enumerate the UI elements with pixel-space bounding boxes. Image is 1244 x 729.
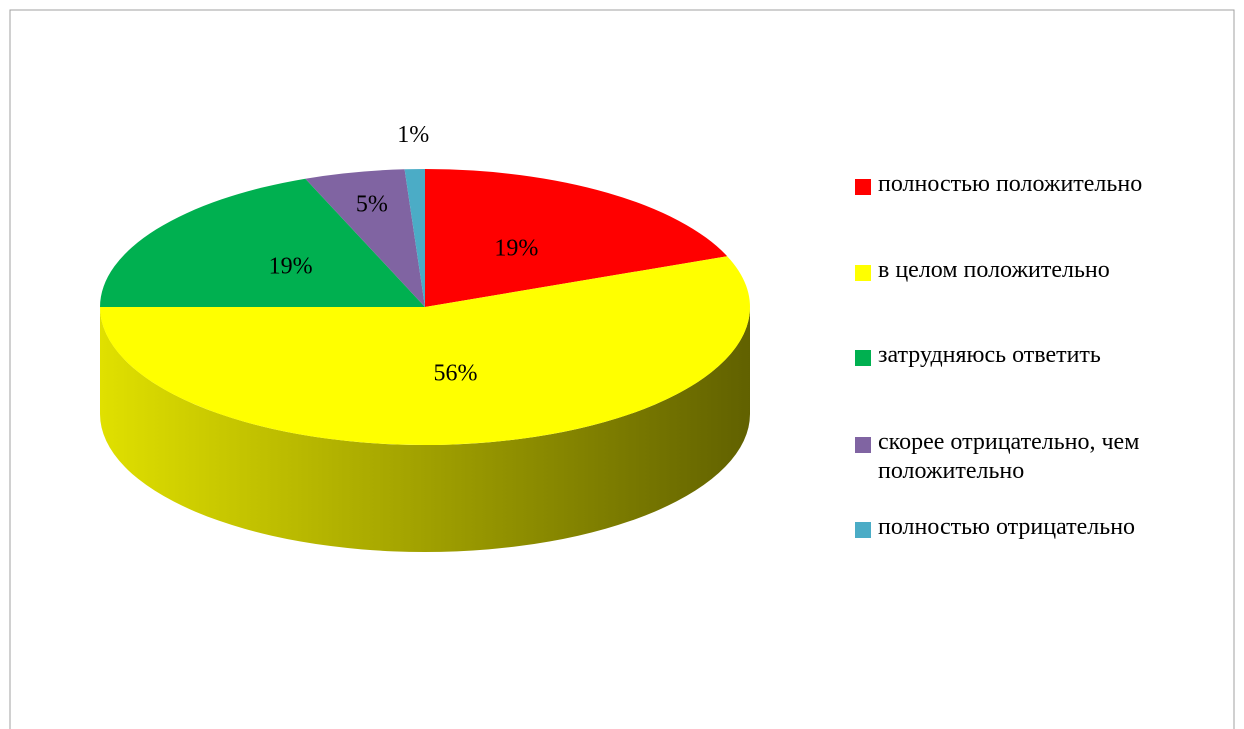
- legend-swatch: [855, 437, 871, 453]
- legend-swatch: [855, 265, 871, 281]
- chart-frame: [9, 9, 1235, 729]
- slice: [100, 256, 751, 445]
- data-label: 19%: [494, 235, 538, 261]
- legend-item: затрудняюсь ответить: [855, 341, 1228, 370]
- legend-item: полностью положительно: [855, 170, 1228, 199]
- legend-item: полностью отрицательно: [855, 513, 1228, 542]
- legend-item: в целом положительно: [855, 256, 1228, 285]
- legend-swatch: [855, 522, 871, 538]
- data-label: 19%: [269, 254, 313, 280]
- legend-swatch: [855, 350, 871, 366]
- data-label: 1%: [397, 122, 429, 148]
- legend-item: скорее отрицательно, чем положительно: [855, 428, 1228, 486]
- legend-label: скорее отрицательно, чем положительно: [878, 429, 1140, 484]
- data-label: 56%: [433, 360, 477, 386]
- slice: [100, 178, 425, 307]
- legend-label: полностью отрицательно: [878, 514, 1136, 540]
- data-label: 5%: [356, 191, 388, 217]
- legend-swatch: [855, 179, 871, 195]
- legend-label: затрудняюсь ответить: [878, 342, 1101, 368]
- slice-side: [100, 307, 750, 552]
- slice: [425, 169, 728, 307]
- legend-label: полностью положительно: [878, 171, 1143, 197]
- slice: [305, 169, 425, 307]
- legend-label: в целом положительно: [878, 257, 1110, 283]
- slice: [404, 169, 425, 307]
